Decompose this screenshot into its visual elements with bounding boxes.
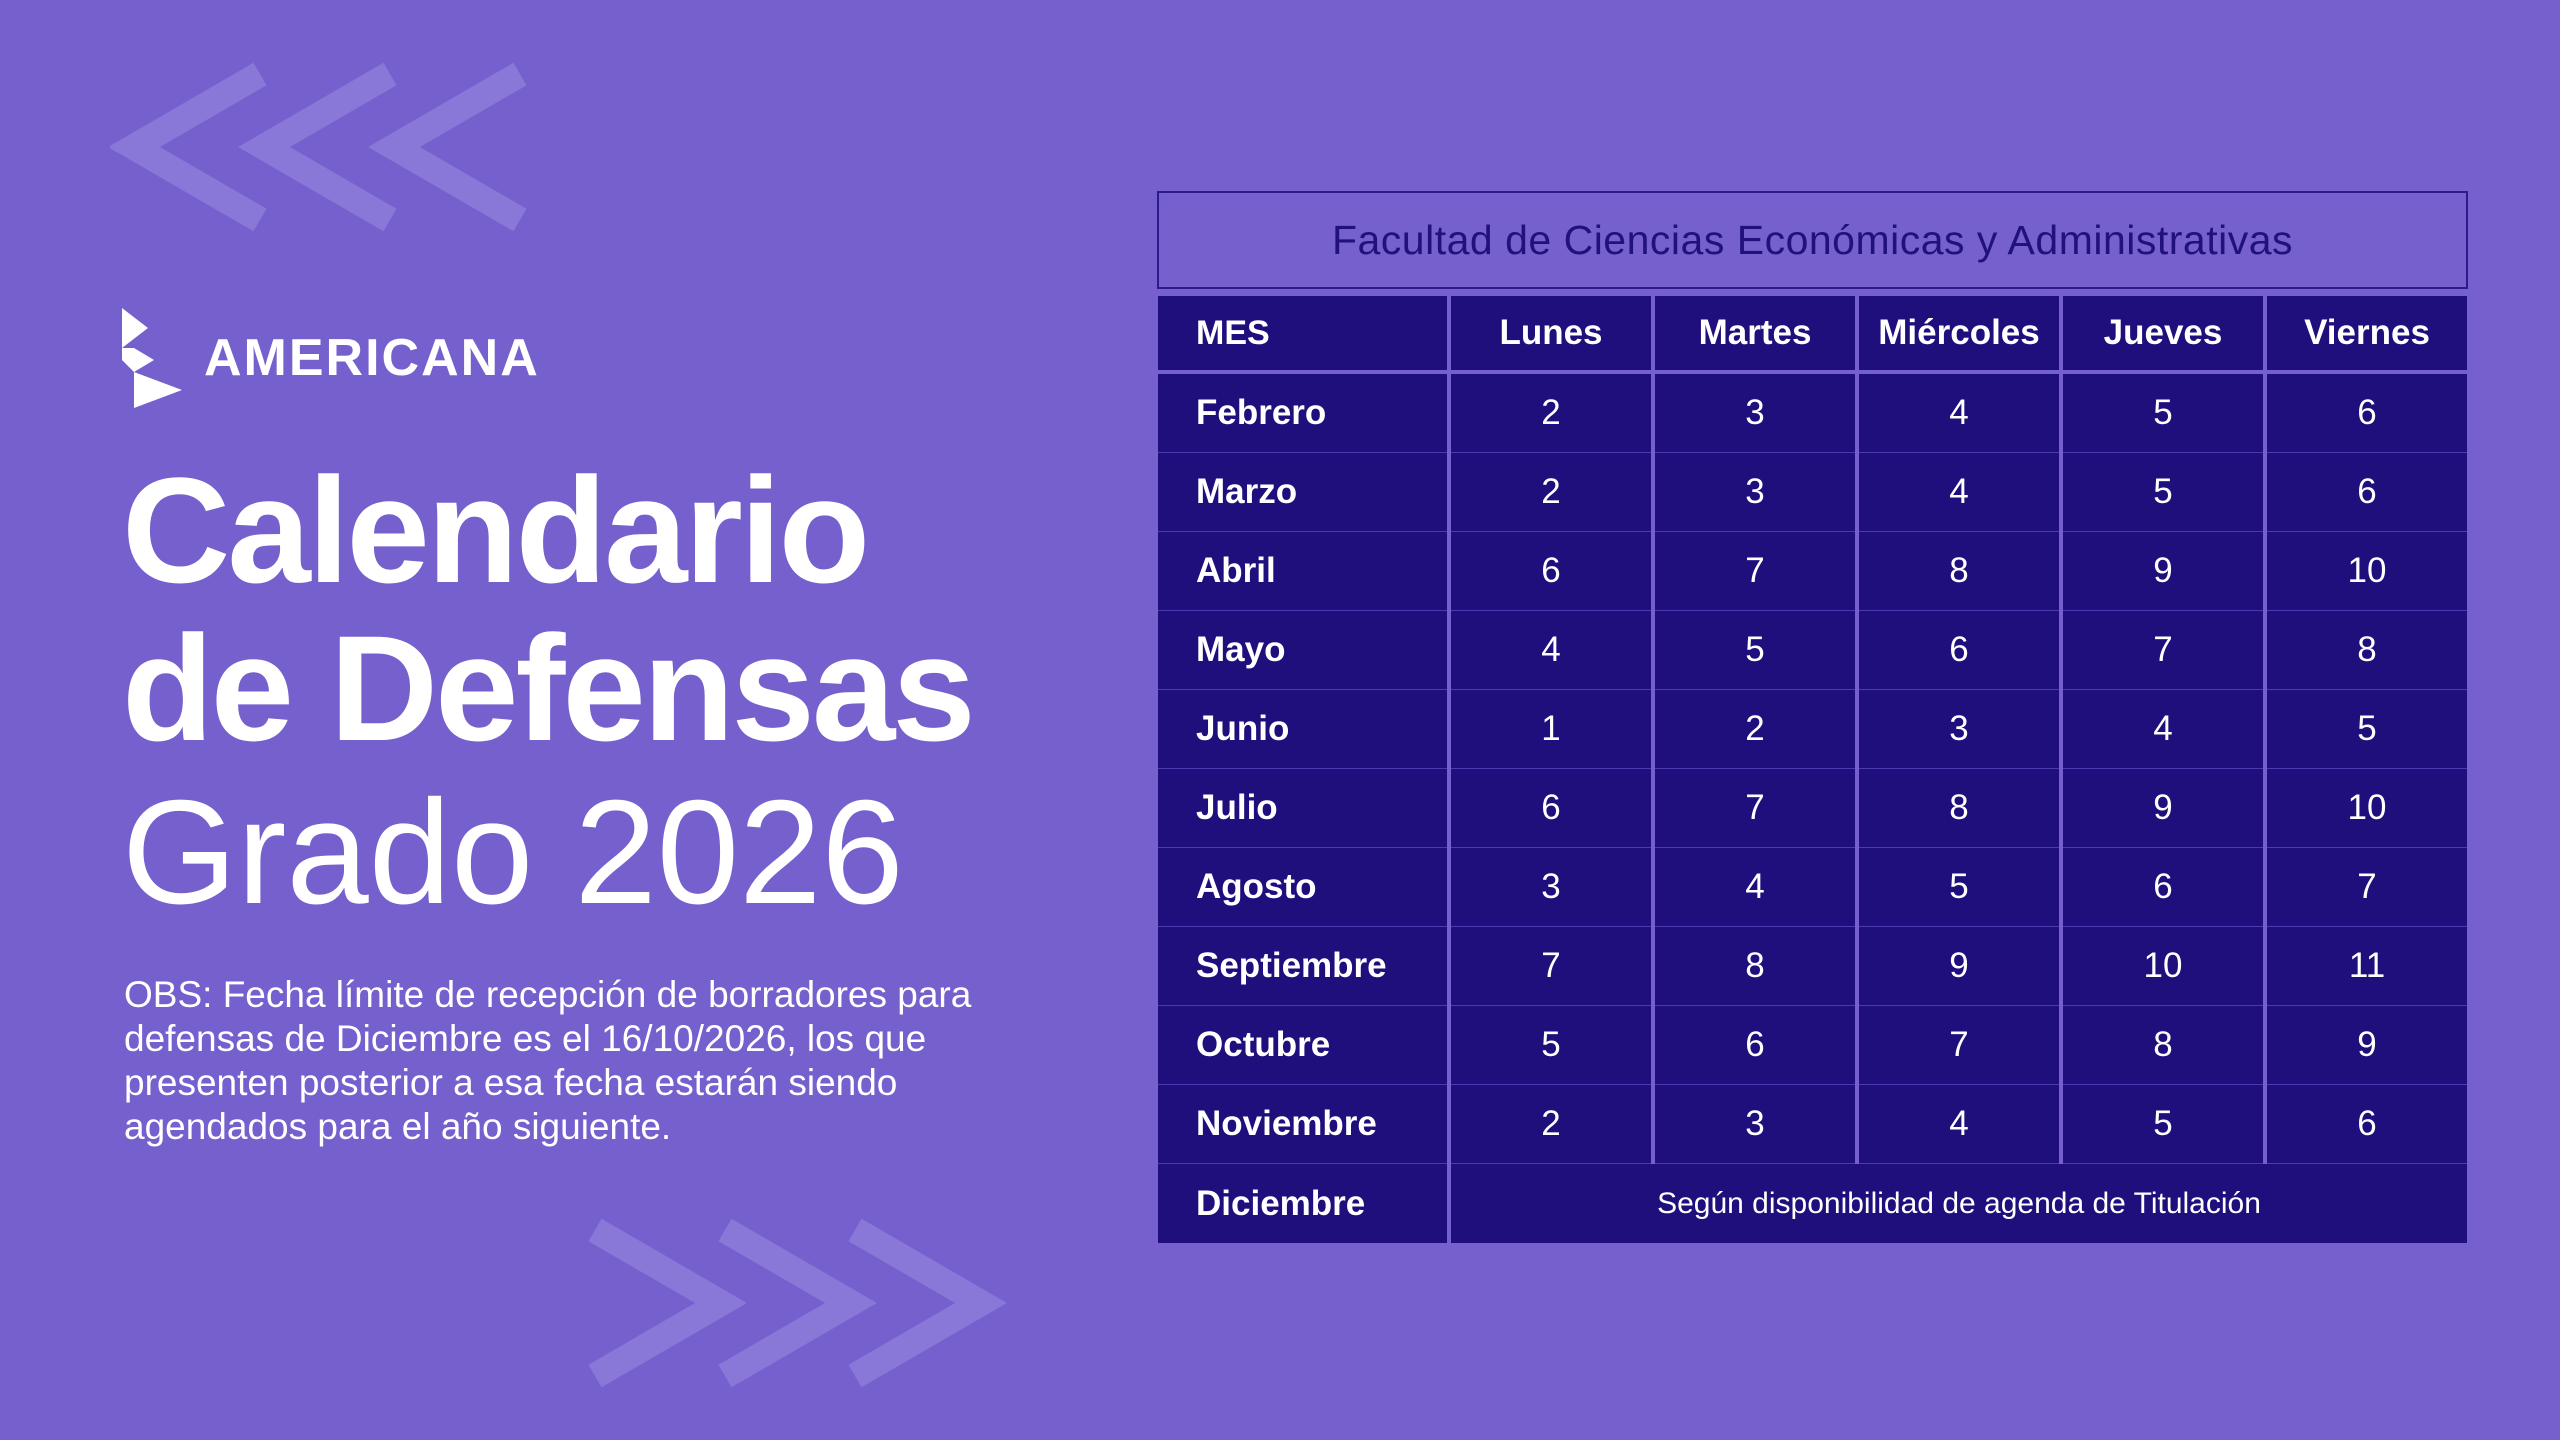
page-title: Calendario de Defensas Grado 2026: [122, 446, 976, 935]
day-cell: 8: [2267, 611, 2467, 690]
day-cell: 6: [1451, 769, 1651, 848]
day-cell: 7: [1655, 532, 1855, 611]
table-row: Marzo 2 3 4 5 6: [1158, 453, 2467, 532]
faculty-header: Facultad de Ciencias Económicas y Admini…: [1157, 191, 2468, 289]
day-cell: 9: [2267, 1006, 2467, 1085]
day-cell: 6: [2267, 374, 2467, 453]
table-row-diciembre: Diciembre Según disponibilidad de agenda…: [1158, 1164, 2467, 1243]
month-cell: Noviembre: [1158, 1085, 1447, 1164]
americana-logo-icon: [122, 308, 182, 408]
day-cell: 3: [1655, 1085, 1855, 1164]
december-note: Según disponibilidad de agenda de Titula…: [1451, 1164, 2467, 1243]
day-cell: 1: [1451, 690, 1651, 769]
table-row: Mayo 4 5 6 7 8: [1158, 611, 2467, 690]
table-row: Junio 1 2 3 4 5: [1158, 690, 2467, 769]
table-body: Febrero 2 3 4 5 6 Marzo 2 3 4 5 6 Abril 6 7 8 9 10 Mayo 4 5 6…: [1158, 374, 2467, 1243]
month-cell: Junio: [1158, 690, 1447, 769]
column-header-viernes: Viernes: [2267, 296, 2467, 374]
day-cell: 8: [1859, 769, 2059, 848]
title-line-3: Grado 2026: [122, 770, 904, 935]
table-row: Agosto 3 4 5 6 7: [1158, 848, 2467, 927]
title-line-2: de Defensas: [122, 604, 976, 772]
day-cell: 3: [1655, 374, 1855, 453]
month-cell: Abril: [1158, 532, 1447, 611]
day-cell: 4: [1859, 374, 2059, 453]
day-cell: 5: [2063, 453, 2263, 532]
brand-name: AMERICANA: [204, 329, 540, 387]
brand-logo: AMERICANA: [120, 308, 540, 408]
day-cell: 4: [1859, 1085, 2059, 1164]
day-cell: 9: [2063, 769, 2263, 848]
day-cell: 5: [1451, 1006, 1651, 1085]
month-cell: Febrero: [1158, 374, 1447, 453]
day-cell: 6: [2063, 848, 2263, 927]
column-header-mes: MES: [1158, 296, 1447, 374]
chevrons-right-decoration: [588, 1218, 1007, 1388]
day-cell: 3: [1859, 690, 2059, 769]
day-cell: 4: [1655, 848, 1855, 927]
column-header-lunes: Lunes: [1451, 296, 1651, 374]
obs-note: OBS: Fecha límite de recepción de borrad…: [124, 974, 972, 1147]
month-cell: Octubre: [1158, 1006, 1447, 1085]
day-cell: 8: [1859, 532, 2059, 611]
day-cell: 2: [1655, 690, 1855, 769]
day-cell: 4: [1451, 611, 1651, 690]
day-cell: 6: [1655, 1006, 1855, 1085]
day-cell: 9: [1859, 927, 2059, 1006]
day-cell: 8: [1655, 927, 1855, 1006]
day-cell: 6: [1859, 611, 2059, 690]
day-cell: 10: [2063, 927, 2263, 1006]
column-header-jueves: Jueves: [2063, 296, 2263, 374]
table-row: Julio 6 7 8 9 10: [1158, 769, 2467, 848]
day-cell: 5: [2063, 1085, 2263, 1164]
month-cell: Marzo: [1158, 453, 1447, 532]
month-cell: Agosto: [1158, 848, 1447, 927]
day-cell: 5: [2267, 690, 2467, 769]
month-cell: Julio: [1158, 769, 1447, 848]
table-header-row: MES Lunes Martes Miércoles Jueves Vierne…: [1158, 296, 2467, 374]
day-cell: 7: [1451, 927, 1651, 1006]
day-cell: 5: [1655, 611, 1855, 690]
day-cell: 5: [1859, 848, 2059, 927]
day-cell: 7: [1655, 769, 1855, 848]
table-row: Abril 6 7 8 9 10: [1158, 532, 2467, 611]
day-cell: 2: [1451, 1085, 1651, 1164]
day-cell: 4: [2063, 690, 2263, 769]
day-cell: 2: [1451, 374, 1651, 453]
table-row: Septiembre 7 8 9 10 11: [1158, 927, 2467, 1006]
day-cell: 3: [1655, 453, 1855, 532]
day-cell: 2: [1451, 453, 1651, 532]
month-cell: Diciembre: [1158, 1164, 1447, 1243]
day-cell: 7: [1859, 1006, 2059, 1085]
day-cell: 4: [1859, 453, 2059, 532]
day-cell: 5: [2063, 374, 2263, 453]
day-cell: 6: [2267, 453, 2467, 532]
day-cell: 10: [2267, 532, 2467, 611]
day-cell: 9: [2063, 532, 2263, 611]
day-cell: 6: [2267, 1085, 2467, 1164]
day-cell: 6: [1451, 532, 1651, 611]
title-line-1: Calendario: [122, 446, 870, 614]
day-cell: 8: [2063, 1006, 2263, 1085]
day-cell: 7: [2267, 848, 2467, 927]
defense-calendar-table: MES Lunes Martes Miércoles Jueves Vierne…: [1154, 296, 2471, 1243]
month-cell: Septiembre: [1158, 927, 1447, 1006]
column-header-miercoles: Miércoles: [1859, 296, 2059, 374]
column-header-martes: Martes: [1655, 296, 1855, 374]
month-cell: Mayo: [1158, 611, 1447, 690]
day-cell: 11: [2267, 927, 2467, 1006]
table-row: Octubre 5 6 7 8 9: [1158, 1006, 2467, 1085]
day-cell: 10: [2267, 769, 2467, 848]
chevrons-left-decoration: [110, 62, 527, 232]
day-cell: 3: [1451, 848, 1651, 927]
table-row: Noviembre 2 3 4 5 6: [1158, 1085, 2467, 1164]
table-row: Febrero 2 3 4 5 6: [1158, 374, 2467, 453]
day-cell: 7: [2063, 611, 2263, 690]
